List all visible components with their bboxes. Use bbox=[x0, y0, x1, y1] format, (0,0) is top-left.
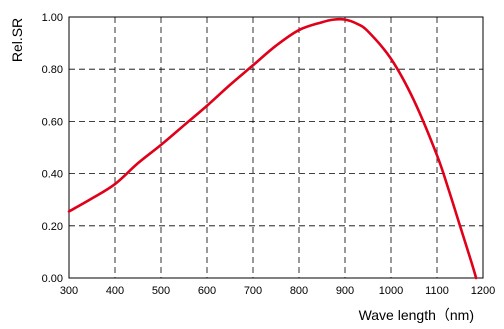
x-tick-label: 400 bbox=[106, 285, 124, 297]
y-tick-label: 0.00 bbox=[42, 273, 63, 285]
x-tick-label: 800 bbox=[290, 285, 308, 297]
x-axis-title: Wave length（nm) bbox=[359, 307, 474, 323]
y-tick-label: 0.80 bbox=[42, 64, 63, 76]
x-tick-labels: 300 400 500 600 700 800 900 1000 1100 1200 bbox=[60, 285, 495, 297]
y-tick-labels: 0.00 0.20 0.40 0.60 0.80 1.00 bbox=[42, 12, 63, 285]
x-tick-label: 500 bbox=[152, 285, 170, 297]
series-lines bbox=[67, 17, 478, 280]
x-tick-label: 300 bbox=[60, 285, 78, 297]
y-tick-label: 1.00 bbox=[42, 12, 63, 24]
grid-lines bbox=[69, 17, 483, 278]
x-tick-label: 700 bbox=[244, 285, 262, 297]
x-tick-label: 1100 bbox=[425, 285, 449, 297]
y-tick-label: 0.40 bbox=[42, 169, 63, 181]
y-axis-title: Rel.SR bbox=[9, 18, 25, 62]
series-line-0 bbox=[67, 17, 478, 280]
x-tick-label: 900 bbox=[336, 285, 354, 297]
x-tick-label: 1000 bbox=[379, 285, 403, 297]
x-tick-label: 600 bbox=[198, 285, 216, 297]
y-tick-label: 0.60 bbox=[42, 116, 63, 128]
y-tick-label: 0.20 bbox=[42, 221, 63, 233]
plot-frame bbox=[68, 16, 484, 279]
x-tick-label: 1200 bbox=[471, 285, 495, 297]
